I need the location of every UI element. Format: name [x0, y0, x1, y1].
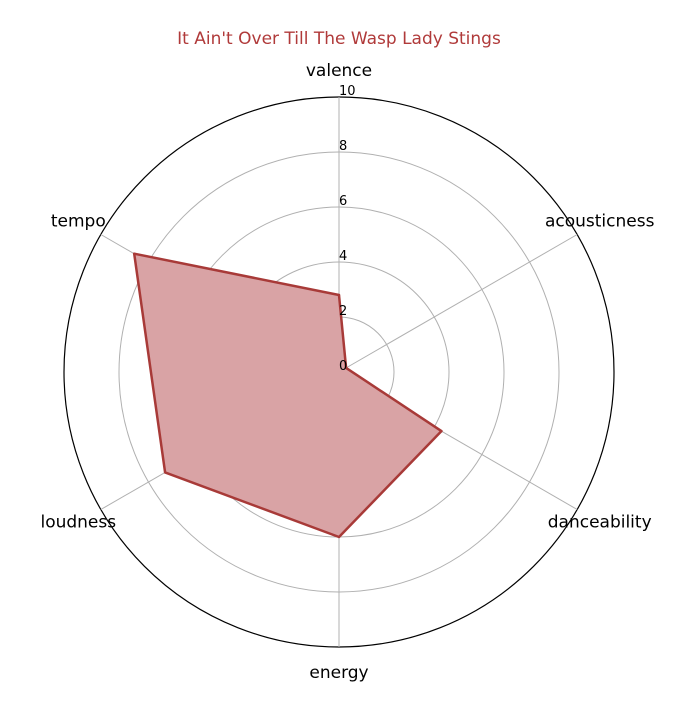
series-area: [134, 253, 442, 537]
data-point-acousticness: [344, 366, 348, 370]
spoke-acousticness: [338, 234, 578, 373]
tick-label-0: 0: [339, 359, 347, 374]
tick-label-2: 2: [339, 304, 347, 319]
axis-label-energy: energy: [309, 663, 368, 683]
chart-title: It Ain't Over Till The Wasp Lady Stings: [177, 29, 501, 49]
axis-label-loudness: loudness: [40, 513, 116, 533]
data-layer: [132, 252, 443, 539]
axis-labels: valence acousticness danceability energy lou…: [40, 61, 654, 683]
tick-label-6: 6: [339, 194, 347, 209]
axis-label-danceability: danceability: [548, 513, 652, 533]
radial-ticks: 0 2 4 6 8 10: [339, 84, 356, 374]
data-point-energy: [337, 535, 341, 539]
axis-label-acousticness: acousticness: [545, 212, 655, 232]
tick-label-8: 8: [339, 139, 347, 154]
axis-label-valence: valence: [306, 61, 372, 81]
axis-label-tempo: tempo: [51, 212, 106, 232]
data-point-danceability: [440, 429, 443, 433]
data-point-valence: [337, 293, 341, 297]
tick-label-10: 10: [339, 84, 356, 99]
data-point-loudness: [163, 471, 167, 474]
data-point-tempo: [132, 252, 136, 255]
tick-label-4: 4: [339, 249, 347, 264]
